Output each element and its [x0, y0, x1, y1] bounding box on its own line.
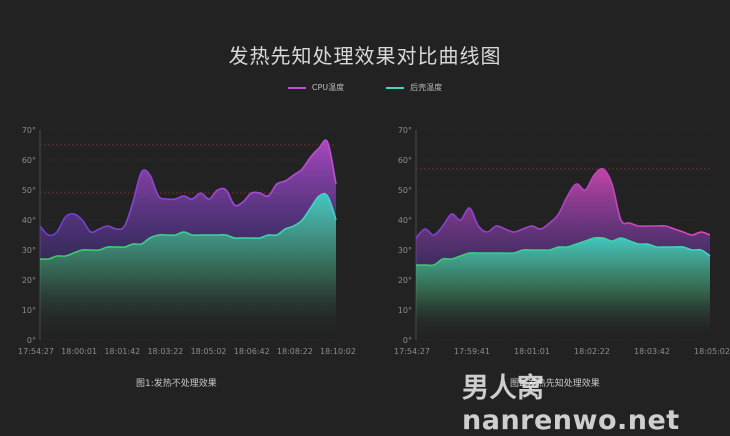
watermark: 男人窝 nanrenwo.net — [462, 373, 680, 436]
chart2-shell-line — [415, 236, 711, 267]
chart2-ytick-label: 30° — [398, 246, 412, 255]
chart1-cpu-line — [39, 139, 337, 237]
chart1-xtick-label: 18:03:22 — [147, 347, 183, 356]
legend-item-cpu[interactable]: CPU温度 — [287, 82, 345, 93]
chart1-xtick-label: 18:06:42 — [234, 347, 270, 356]
chart2-xtick-label: 18:01:01 — [514, 347, 550, 356]
chart1-ytick-label: 40° — [22, 216, 36, 225]
chart1-xtick-label: 18:10:02 — [320, 347, 356, 356]
legend-label-shell: 后壳温度 — [410, 83, 443, 92]
chart2-xtick-label: 18:05:02 — [694, 347, 730, 356]
chart1-ytick-label: 60° — [22, 156, 36, 165]
chart2-ytick-label: 50° — [398, 186, 412, 195]
chart2-ytick-label: 20° — [398, 276, 412, 285]
chart1-ytick-label: 50° — [22, 186, 36, 195]
chart-title: 发热先知处理效果对比曲线图 — [228, 44, 502, 68]
chart1-plot: 0° 10° 20° 30° 40° 50° 60° 70° 17:54:27 18:00:01 1… — [18, 126, 356, 356]
chart2-cpu-line — [415, 167, 711, 239]
chart2-ytick-label: 10° — [398, 306, 412, 315]
chart2-plot: 0° 10° 20° 30° 40° 50° 60° 70° 17:54:27 17:59:41 1… — [394, 126, 730, 356]
legend: CPU温度 后壳温度 — [0, 82, 730, 93]
chart2-xtick-label: 17:59:41 — [454, 347, 490, 356]
legend-swatch-shell — [386, 86, 405, 89]
chart2-xtick-label: 17:54:27 — [394, 347, 430, 356]
chart2-caption: 图2:发热先知处理效果 — [510, 379, 600, 389]
chart2-ytick-label: 70° — [398, 126, 412, 135]
legend-swatch-cpu — [287, 86, 306, 89]
chart1-shell-area — [40, 193, 336, 340]
chart1-ytick-label: 0° — [27, 336, 36, 345]
chart2-ytick-label: 40° — [398, 216, 412, 225]
legend-item-shell[interactable]: 后壳温度 — [386, 82, 442, 93]
chart1-xtick-label: 18:01:42 — [104, 347, 140, 356]
legend-label-cpu: CPU温度 — [311, 83, 345, 92]
chart2-shell-area — [416, 237, 710, 340]
chart1-ytick-label: 30° — [22, 246, 36, 255]
chart1-xtick-label: 18:05:02 — [191, 347, 227, 356]
chart1-ytick-label: 10° — [22, 306, 36, 315]
chart1-xtick-label: 18:08:22 — [277, 347, 313, 356]
chart2-ytick-label: 0° — [403, 336, 412, 345]
chart1-ytick-label: 20° — [22, 276, 36, 285]
chart1-caption: 图1:发热不处理效果 — [136, 379, 217, 389]
chart1-xtick-label: 18:00:01 — [61, 347, 97, 356]
chart1-shell-line — [39, 192, 337, 261]
chart2-xtick-label: 18:03:42 — [634, 347, 670, 356]
chart2-ytick-label: 60° — [398, 156, 412, 165]
chart2-xtick-label: 18:02:22 — [574, 347, 610, 356]
chart1-ytick-label: 70° — [22, 126, 36, 135]
chart1-xtick-label: 17:54:27 — [18, 347, 54, 356]
